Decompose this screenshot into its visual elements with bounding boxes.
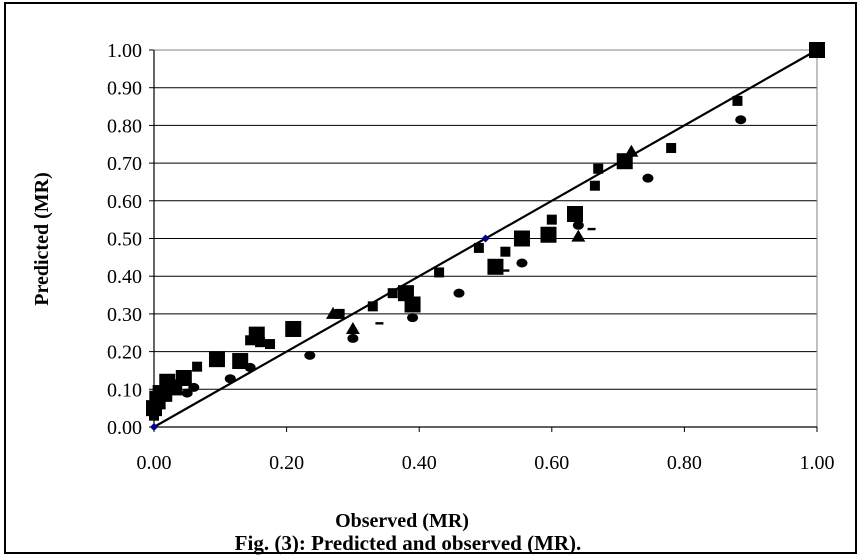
data-point-small-square bbox=[666, 143, 677, 154]
data-point-diamond bbox=[150, 423, 158, 431]
y-tick-label: 0.30 bbox=[107, 304, 142, 326]
y-tick-label: 0.70 bbox=[107, 153, 142, 175]
data-point-circle bbox=[572, 220, 584, 230]
data-point-large-square bbox=[285, 320, 302, 337]
data-point-small-square bbox=[367, 301, 378, 312]
data-point-triangle bbox=[571, 229, 586, 242]
data-point-small-square bbox=[155, 399, 166, 410]
x-tick-label: 0.40 bbox=[402, 452, 437, 474]
data-point-circle bbox=[347, 333, 359, 343]
y-tick-label: 0.50 bbox=[107, 229, 142, 251]
x-tick-label: 1.00 bbox=[800, 452, 835, 474]
data-point-small-square bbox=[593, 163, 604, 174]
scatter-chart: 0.00 0.10 0.20 0.30 0.40 0.50 0.60 0.70 0.80 0.90… bbox=[31, 40, 835, 555]
data-point-small-square bbox=[434, 267, 445, 278]
data-point-circle bbox=[735, 115, 747, 125]
y-tick-label: 0.00 bbox=[107, 417, 142, 439]
data-point-dash bbox=[587, 227, 596, 231]
data-point-small-square bbox=[172, 384, 183, 395]
data-point-small-square bbox=[162, 391, 173, 402]
plot-area bbox=[153, 49, 818, 428]
data-point-large-square bbox=[809, 42, 825, 58]
figure-caption: Fig. (3): Predicted and observed (MR). bbox=[235, 531, 582, 555]
y-tick-label: 0.40 bbox=[107, 266, 142, 288]
chart-figure: 0.00 0.10 0.20 0.30 0.40 0.50 0.60 0.70 0.80 0.90… bbox=[4, 2, 857, 555]
data-point-dash bbox=[375, 322, 384, 325]
x-axis-title: Observed (MR) bbox=[335, 510, 469, 532]
data-point-large-square bbox=[208, 351, 225, 368]
data-point-circle bbox=[244, 362, 256, 372]
y-tick-label: 0.10 bbox=[107, 379, 142, 401]
data-point-circle bbox=[181, 388, 193, 398]
data-point-small-square bbox=[149, 410, 159, 421]
y-tick-label: 0.90 bbox=[107, 78, 142, 100]
data-point-large-square bbox=[540, 226, 557, 243]
data-point-large-square bbox=[513, 230, 530, 247]
y-tick-label: 1.00 bbox=[107, 40, 142, 62]
data-point-circle bbox=[407, 313, 419, 323]
data-point-diamond bbox=[481, 234, 490, 243]
y-tick-label: 0.20 bbox=[107, 342, 142, 364]
y-axis-title: Predicted (MR) bbox=[31, 172, 53, 305]
data-point-small-square bbox=[500, 246, 511, 257]
data-point-large-square bbox=[616, 153, 633, 170]
data-point-triangle bbox=[326, 306, 341, 319]
data-point-circle bbox=[642, 173, 654, 183]
data-point-large-square bbox=[404, 296, 421, 313]
x-tick-label: 0.20 bbox=[269, 452, 304, 474]
data-point-circle bbox=[224, 374, 236, 384]
data-point-triangle bbox=[624, 144, 639, 157]
data-point-large-square bbox=[175, 369, 192, 386]
y-tick-labels: 0.00 0.10 0.20 0.30 0.40 0.50 0.60 0.70 0.80 0.90… bbox=[107, 40, 142, 439]
data-point-circle bbox=[188, 382, 200, 392]
data-point-small-square bbox=[473, 242, 484, 253]
x-tick-labels: 0.00 0.20 0.40 0.60 0.80 1.00 bbox=[137, 427, 835, 474]
data-point-small-square bbox=[732, 95, 743, 106]
data-point-circle bbox=[304, 350, 316, 360]
data-point-circle bbox=[516, 258, 528, 268]
x-tick-label: 0.60 bbox=[534, 452, 569, 474]
data-point-small-square bbox=[589, 180, 600, 191]
data-point-small-square bbox=[255, 337, 266, 348]
x-tick-label: 0.80 bbox=[667, 452, 702, 474]
data-point-small-square bbox=[334, 308, 345, 319]
data-point-large-square bbox=[232, 353, 249, 370]
data-point-small-square bbox=[192, 361, 203, 372]
data-point-small-square bbox=[245, 335, 256, 346]
data-point-small-square bbox=[546, 214, 557, 225]
data-point-small-square bbox=[387, 288, 398, 299]
y-tick-label: 0.60 bbox=[107, 191, 142, 213]
data-points bbox=[146, 42, 825, 431]
data-point-dash bbox=[501, 269, 510, 272]
y-tick-label: 0.80 bbox=[107, 115, 142, 137]
data-point-circle bbox=[453, 288, 465, 298]
data-point-large-square bbox=[567, 205, 584, 222]
data-point-small-square bbox=[265, 339, 276, 350]
x-tick-label: 0.00 bbox=[137, 452, 172, 474]
data-point-large-square bbox=[487, 258, 504, 275]
data-point-triangle bbox=[345, 321, 360, 334]
